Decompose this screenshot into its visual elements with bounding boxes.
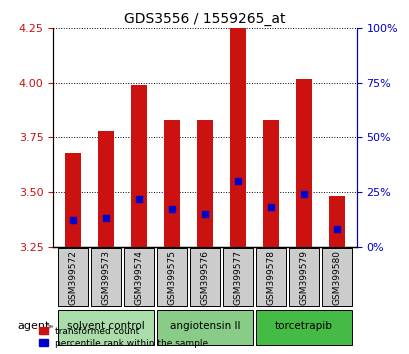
Bar: [163, 120, 180, 246]
Text: agent: agent: [17, 321, 52, 331]
Text: GSM399572: GSM399572: [68, 250, 77, 304]
Point: [267, 204, 274, 210]
FancyBboxPatch shape: [321, 248, 351, 307]
FancyBboxPatch shape: [256, 310, 351, 345]
Legend: transformed count, percentile rank within the sample: transformed count, percentile rank withi…: [37, 325, 210, 349]
Text: GSM399578: GSM399578: [266, 250, 275, 304]
Point: [234, 178, 240, 184]
Bar: [98, 131, 114, 246]
FancyBboxPatch shape: [157, 248, 187, 307]
Point: [103, 215, 109, 221]
Title: GDS3556 / 1559265_at: GDS3556 / 1559265_at: [124, 12, 285, 26]
FancyBboxPatch shape: [190, 248, 219, 307]
Bar: [328, 196, 344, 246]
Bar: [196, 120, 213, 246]
FancyBboxPatch shape: [124, 248, 153, 307]
Bar: [229, 28, 246, 246]
FancyBboxPatch shape: [91, 248, 121, 307]
FancyBboxPatch shape: [157, 310, 252, 345]
FancyBboxPatch shape: [288, 248, 318, 307]
Text: GSM399573: GSM399573: [101, 250, 110, 304]
Bar: [295, 79, 311, 246]
Point: [135, 196, 142, 201]
Text: solvent control: solvent control: [67, 321, 145, 331]
FancyBboxPatch shape: [58, 248, 88, 307]
FancyBboxPatch shape: [58, 310, 153, 345]
Point: [169, 207, 175, 212]
Bar: [65, 153, 81, 246]
Text: GSM399575: GSM399575: [167, 250, 176, 304]
Text: angiotensin II: angiotensin II: [169, 321, 240, 331]
Point: [201, 211, 208, 217]
Point: [333, 226, 339, 232]
Text: GSM399579: GSM399579: [299, 250, 308, 304]
FancyBboxPatch shape: [256, 248, 285, 307]
Point: [300, 191, 306, 197]
Text: torcetrapib: torcetrapib: [274, 321, 332, 331]
Text: GSM399577: GSM399577: [233, 250, 242, 304]
Bar: [262, 120, 279, 246]
Text: GSM399576: GSM399576: [200, 250, 209, 304]
FancyBboxPatch shape: [222, 248, 252, 307]
Text: GSM399574: GSM399574: [134, 250, 143, 304]
Text: GSM399580: GSM399580: [332, 250, 341, 304]
Point: [70, 217, 76, 223]
Bar: [130, 85, 147, 246]
